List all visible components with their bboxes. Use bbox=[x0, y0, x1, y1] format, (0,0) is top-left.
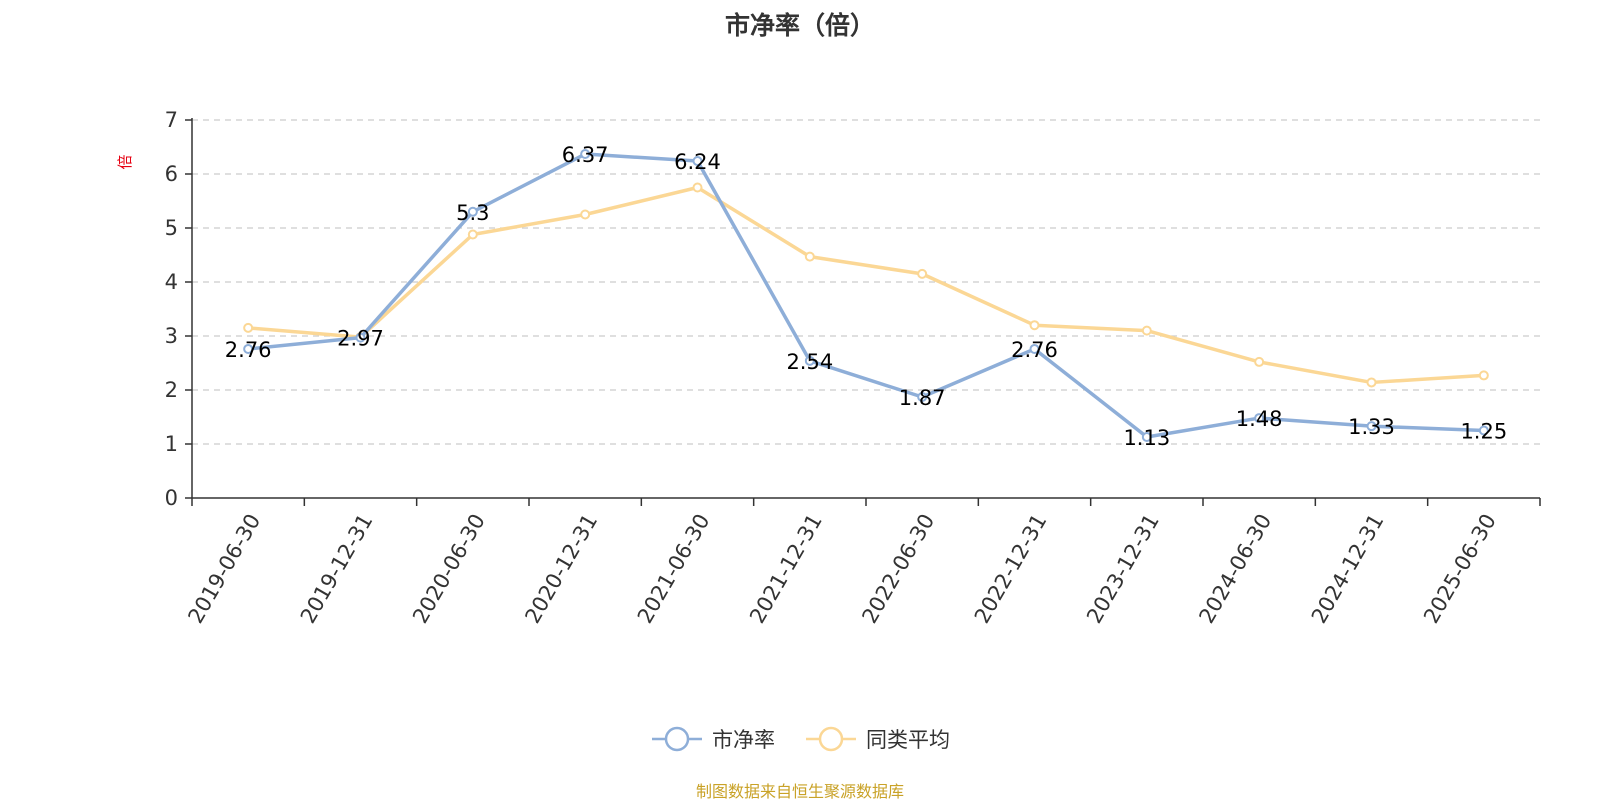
point-同类平均-2022-06-30[interactable] bbox=[917, 268, 928, 279]
data-label-2024-12-31: 1.33 bbox=[1348, 415, 1395, 439]
series-lines bbox=[243, 149, 1489, 442]
data-labels: 2.76 2.97 5.3 6.37 6.24 2.54 1.87 2.76 1.13 1.48 1… bbox=[225, 143, 1507, 450]
y-tick-label-2: 2 bbox=[165, 378, 178, 402]
point-市净率-2020-06-30[interactable] bbox=[467, 206, 478, 217]
x-tick-label-2023-12-31: 2023-12-31 bbox=[1082, 510, 1164, 628]
y-tick-label-5: 5 bbox=[165, 216, 178, 240]
legend-marker-市净率 bbox=[664, 726, 690, 752]
point-同类平均-2020-06-30[interactable] bbox=[467, 229, 478, 240]
data-label-2021-06-30: 6.24 bbox=[674, 150, 721, 174]
y-tick-label-6: 6 bbox=[165, 162, 178, 186]
data-label-2024-06-30: 1.48 bbox=[1236, 407, 1283, 431]
data-label-2025-06-30: 1.25 bbox=[1460, 420, 1507, 444]
point-同类平均-2024-12-31[interactable] bbox=[1366, 377, 1377, 388]
data-label-2022-06-30: 1.87 bbox=[899, 386, 946, 410]
series-line-市净率 bbox=[247, 152, 1484, 439]
point-市净率-2024-06-30[interactable] bbox=[1254, 413, 1265, 424]
x-tick-label-2024-12-31: 2024-12-31 bbox=[1307, 510, 1389, 628]
point-同类平均-2020-12-31[interactable] bbox=[580, 209, 591, 220]
x-tick-label-2021-12-31: 2021-12-31 bbox=[745, 510, 827, 628]
point-市净率-2019-06-30[interactable] bbox=[243, 343, 254, 354]
point-市净率-2022-12-31[interactable] bbox=[1029, 343, 1040, 354]
data-label-2019-06-30: 2.76 bbox=[225, 338, 272, 362]
y-tick-label-1: 1 bbox=[165, 432, 178, 456]
legend-label-同类平均: 同类平均 bbox=[866, 728, 950, 752]
data-label-2019-12-31: 2.97 bbox=[337, 327, 384, 351]
y-tick-label-3: 3 bbox=[165, 324, 178, 348]
point-市净率-2025-06-30[interactable] bbox=[1478, 425, 1489, 436]
x-tick-label-2024-06-30: 2024-06-30 bbox=[1194, 510, 1276, 628]
axes: 0 1 2 3 4 5 6 7 2019-06-30 2019-12-31 2020-06-30 20… bbox=[165, 108, 1541, 628]
grid-lines bbox=[192, 119, 1540, 445]
legend-marker-同类平均 bbox=[818, 726, 844, 752]
x-tick-label-2021-06-30: 2021-06-30 bbox=[633, 510, 715, 628]
point-市净率-2021-06-30[interactable] bbox=[692, 156, 703, 167]
point-市净率-2020-12-31[interactable] bbox=[580, 149, 591, 160]
x-tick-label-2020-06-30: 2020-06-30 bbox=[408, 510, 490, 628]
chart-title: 市净率（倍） bbox=[724, 11, 875, 40]
data-label-2022-12-31: 2.76 bbox=[1011, 338, 1058, 362]
point-同类平均-2025-06-30[interactable] bbox=[1478, 370, 1489, 381]
x-tick-label-2022-06-30: 2022-06-30 bbox=[857, 510, 939, 628]
point-同类平均-2021-12-31[interactable] bbox=[804, 251, 815, 262]
y-tick-label-4: 4 bbox=[165, 270, 178, 294]
x-tick-label-2022-12-31: 2022-12-31 bbox=[970, 510, 1052, 628]
data-label-2023-12-31: 1.13 bbox=[1123, 426, 1170, 450]
y-tick-label-0: 0 bbox=[165, 486, 178, 510]
x-tick-label-2019-06-30: 2019-06-30 bbox=[183, 510, 265, 628]
data-source-note: 制图数据来自恒生聚源数据库 bbox=[695, 782, 904, 801]
point-市净率-2024-12-31[interactable] bbox=[1366, 421, 1377, 432]
series-line-同类平均 bbox=[248, 185, 1484, 385]
legend-item-市净率[interactable]: 市净率 bbox=[652, 726, 775, 752]
data-label-2021-12-31: 2.54 bbox=[786, 350, 833, 374]
legend-label-市净率: 市净率 bbox=[712, 728, 775, 752]
legend-item-同类平均[interactable]: 同类平均 bbox=[806, 726, 950, 752]
point-同类平均-2021-06-30[interactable] bbox=[692, 182, 703, 193]
point-同类平均-2024-06-30[interactable] bbox=[1254, 356, 1265, 367]
data-label-2020-06-30: 5.3 bbox=[456, 201, 489, 225]
point-同类平均-2019-06-30[interactable] bbox=[243, 322, 254, 333]
legend[interactable]: 市净率 同类平均 bbox=[652, 726, 950, 752]
point-同类平均-2022-12-31[interactable] bbox=[1029, 320, 1040, 331]
point-同类平均-2023-12-31[interactable] bbox=[1141, 325, 1152, 336]
point-市净率-2019-12-31[interactable] bbox=[355, 332, 366, 343]
y-tick-label-7: 7 bbox=[165, 108, 178, 132]
point-市净率-2021-12-31[interactable] bbox=[804, 355, 815, 366]
x-tick-label-2019-12-31: 2019-12-31 bbox=[296, 510, 378, 628]
point-市净率-2022-06-30[interactable] bbox=[917, 392, 928, 403]
x-tick-label-2025-06-30: 2025-06-30 bbox=[1419, 510, 1501, 628]
data-label-2020-12-31: 6.37 bbox=[562, 143, 609, 167]
point-市净率-2023-12-31[interactable] bbox=[1141, 431, 1152, 442]
x-tick-label-2020-12-31: 2020-12-31 bbox=[520, 510, 602, 628]
y-axis-unit-label: 倍 bbox=[116, 154, 134, 169]
